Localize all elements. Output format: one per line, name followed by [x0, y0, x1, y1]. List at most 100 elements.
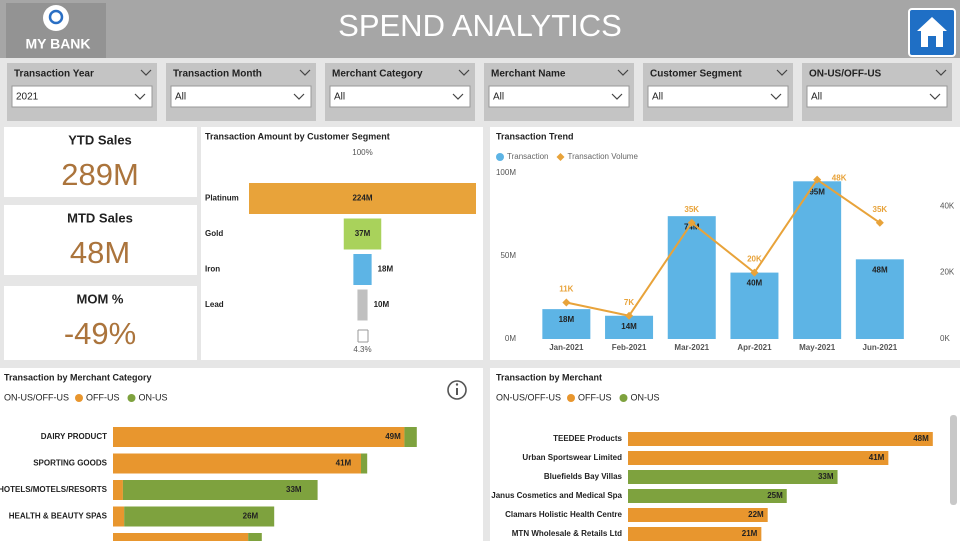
- x-tick-label: Apr-2021: [737, 343, 772, 352]
- bar-segment: [122, 480, 318, 500]
- value-label: 224M: [352, 194, 372, 203]
- funnel-bottom-label: 4.3%: [353, 345, 371, 354]
- total-label: 33M: [286, 485, 302, 494]
- funnel-top-label: 100%: [352, 148, 372, 157]
- category-label: MTN Wholesale & Retails Ltd: [512, 529, 622, 538]
- info-dot[interactable]: [455, 383, 459, 386]
- category-label: Urban Sportswear Limited: [522, 453, 622, 462]
- y2-tick-label: 40K: [940, 201, 955, 210]
- filter-dropdown[interactable]: [647, 85, 789, 108]
- logo-text: MY BANK: [25, 36, 90, 52]
- dropdown-chevron[interactable]: [770, 93, 782, 100]
- home-icon-door[interactable]: [928, 36, 936, 47]
- legend-title: ON-US/OFF-US: [496, 392, 561, 402]
- chart-title: Transaction Amount by Customer Segment: [205, 131, 390, 141]
- legend-label: ON-US: [631, 392, 660, 402]
- logo-icon: [43, 5, 69, 31]
- bar: [730, 272, 779, 339]
- home-button[interactable]: [908, 8, 956, 57]
- filter-collapse[interactable]: [776, 69, 788, 76]
- dropdown-chevron[interactable]: [293, 93, 305, 100]
- value-label: 48M: [913, 434, 929, 443]
- filter-value[interactable]: All: [175, 92, 186, 103]
- bar: [628, 527, 762, 541]
- legend-label: OFF-US: [86, 392, 120, 402]
- category-label: TEEDEE Products: [553, 434, 622, 443]
- legend-marker: [127, 394, 136, 402]
- x-tick-label: Jan-2021: [549, 343, 584, 352]
- filter-value[interactable]: All: [652, 92, 663, 103]
- bar: [628, 432, 933, 446]
- bar-value-label: 74M: [684, 222, 700, 231]
- category-label: Iron: [205, 265, 220, 274]
- filter-dropdown[interactable]: [806, 85, 948, 108]
- filter-label: Merchant Category: [332, 69, 423, 80]
- funnel-bar: [353, 254, 372, 285]
- filter-dropdown[interactable]: [170, 85, 312, 108]
- filter-collapse[interactable]: [617, 69, 629, 76]
- filter-collapse[interactable]: [935, 69, 947, 76]
- bar: [542, 309, 591, 339]
- bar-value-label: 14M: [621, 322, 637, 331]
- funnel-bar: [343, 218, 382, 250]
- bar-segment: [113, 480, 123, 500]
- category-label: HOTELS/MOTELS/RESORTS: [0, 485, 108, 494]
- category-label: SPORTING GOODS: [33, 459, 107, 468]
- y-tick-label: 100M: [496, 168, 516, 177]
- bar-segment: [113, 506, 125, 527]
- bar-segment: [113, 533, 249, 541]
- home-icon[interactable]: [917, 17, 947, 47]
- bar: [628, 451, 889, 465]
- scrollbar[interactable]: [950, 415, 957, 505]
- dropdown-chevron[interactable]: [929, 93, 941, 100]
- filter-collapse[interactable]: [458, 69, 470, 76]
- line-value-label: 20K: [747, 255, 762, 264]
- category-label: Janus Cosmetics and Medical Spa: [491, 491, 622, 500]
- filter-label: Transaction Month: [173, 69, 262, 80]
- x-tick-label: Feb-2021: [612, 343, 647, 352]
- logo-icon-mark: [48, 9, 64, 25]
- legend-title: ON-US/OFF-US: [4, 392, 69, 402]
- line-marker: [562, 298, 571, 307]
- bar: [628, 470, 838, 484]
- chart-title: Transaction by Merchant: [496, 372, 602, 382]
- line-value-label: 11K: [559, 285, 573, 294]
- info-circle[interactable]: [447, 380, 467, 400]
- info-icon[interactable]: [447, 380, 467, 400]
- legend-label: Transaction: [507, 152, 549, 161]
- legend-marker: [567, 394, 575, 402]
- funnel-bar: [249, 183, 476, 214]
- dropdown-chevron[interactable]: [134, 93, 146, 100]
- filter-value[interactable]: All: [811, 92, 822, 103]
- y-tick-label: 50M: [500, 251, 516, 260]
- filter-value[interactable]: All: [334, 92, 345, 103]
- filter-value[interactable]: All: [493, 92, 504, 103]
- filter-value[interactable]: 2021: [16, 92, 39, 103]
- bar-segment: [248, 533, 262, 541]
- line-marker: [875, 218, 884, 227]
- filter-label: Transaction Year: [14, 69, 94, 80]
- line-value-label: 7K: [624, 298, 634, 307]
- legend-label: OFF-US: [578, 392, 612, 402]
- filter-dropdown[interactable]: [488, 85, 630, 108]
- y2-tick-label: 20K: [940, 268, 955, 277]
- dropdown-chevron[interactable]: [611, 93, 623, 100]
- bar-segment: [124, 506, 275, 527]
- filter-dropdown[interactable]: [11, 85, 153, 108]
- category-label: Platinum: [205, 194, 239, 203]
- legend-label: Transaction Volume: [568, 152, 639, 161]
- bar: [605, 315, 654, 339]
- legend-marker: [496, 153, 504, 161]
- category-label: HEALTH & BEAUTY SPAS: [9, 512, 108, 521]
- value-label: 21M: [742, 529, 758, 538]
- filter-label: ON-US/OFF-US: [809, 69, 882, 80]
- chart-title: Transaction by Merchant Category: [4, 372, 152, 382]
- filter-collapse[interactable]: [140, 69, 152, 76]
- total-label: 41M: [336, 459, 352, 468]
- category-label: Clamars Holistic Health Centre: [505, 510, 622, 519]
- filter-dropdown[interactable]: [329, 85, 471, 108]
- y-tick-label: 0M: [505, 334, 516, 343]
- dropdown-chevron[interactable]: [452, 93, 464, 100]
- filter-collapse[interactable]: [299, 69, 311, 76]
